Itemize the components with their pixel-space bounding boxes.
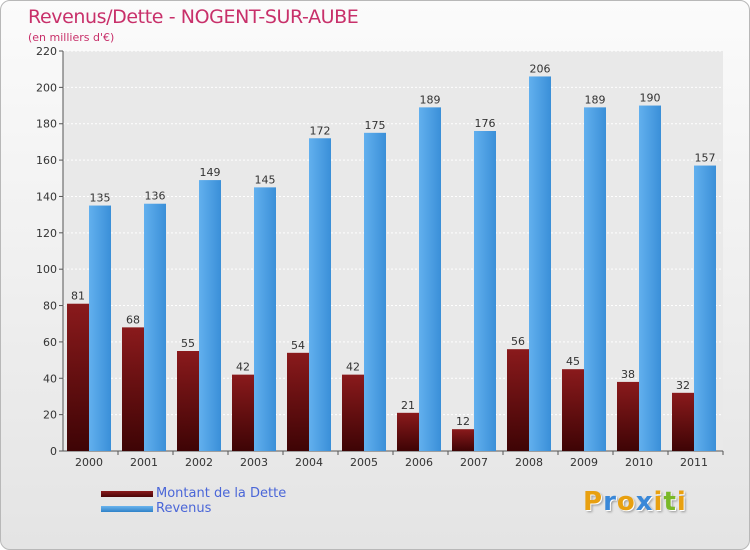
- bar-revenus-2007: [474, 131, 496, 451]
- data-label-debt-2003: 42: [236, 361, 250, 374]
- data-label-revenus-2004: 172: [310, 124, 331, 137]
- bar-revenus-2006: [419, 107, 441, 451]
- y-tick-label: 60: [43, 336, 57, 349]
- data-label-revenus-2008: 206: [530, 62, 551, 75]
- data-label-revenus-2010: 190: [640, 92, 661, 105]
- data-label-debt-2007: 12: [456, 415, 470, 428]
- x-tick-label-2005: 2005: [350, 456, 378, 469]
- y-tick-label: 80: [43, 300, 57, 313]
- plot-area: [63, 51, 723, 451]
- y-tick-label: 140: [36, 190, 57, 203]
- data-label-revenus-2011: 157: [695, 152, 716, 165]
- logo-letter: i: [676, 487, 687, 517]
- bar-debt-2000: [67, 303, 89, 451]
- logo-letter: t: [663, 487, 677, 517]
- y-tick-label: 180: [36, 118, 57, 131]
- y-tick-label: 0: [50, 445, 57, 458]
- data-label-debt-2001: 68: [126, 313, 140, 326]
- x-tick-label-2001: 2001: [130, 456, 158, 469]
- bar-revenus-2002: [199, 180, 221, 451]
- data-label-revenus-2003: 145: [255, 173, 276, 186]
- logo-letter: o: [616, 487, 636, 517]
- x-tick-label-2011: 2011: [680, 456, 708, 469]
- bar-debt-2006: [397, 412, 419, 451]
- y-tick-label: 220: [36, 45, 57, 58]
- x-tick-label-2000: 2000: [75, 456, 103, 469]
- data-label-debt-2000: 81: [71, 290, 85, 303]
- data-label-debt-2006: 21: [401, 399, 415, 412]
- x-tick-label-2006: 2006: [405, 456, 433, 469]
- proxiti-logo: Proxiti: [583, 487, 687, 517]
- data-label-revenus-2001: 136: [145, 190, 166, 203]
- bar-revenus-2004: [309, 138, 331, 452]
- data-label-debt-2005: 42: [346, 361, 360, 374]
- bar-debt-2002: [177, 351, 199, 451]
- y-tick-label: 100: [36, 263, 57, 276]
- bar-revenus-2010: [639, 105, 661, 451]
- data-label-revenus-2006: 189: [420, 93, 441, 106]
- logo-letter: i: [653, 487, 664, 517]
- bar-debt-2009: [562, 369, 584, 451]
- legend-swatch-revenus: [101, 506, 153, 512]
- data-label-revenus-2000: 135: [90, 192, 111, 205]
- data-label-debt-2004: 54: [291, 339, 305, 352]
- x-tick-label-2009: 2009: [570, 456, 598, 469]
- bar-revenus-2005: [364, 132, 386, 451]
- bar-revenus-2000: [89, 205, 111, 451]
- bar-debt-2011: [672, 392, 694, 451]
- y-tick-label: 120: [36, 227, 57, 240]
- bar-debt-2008: [507, 349, 529, 451]
- bar-revenus-2001: [144, 203, 166, 451]
- y-tick-label: 200: [36, 81, 57, 94]
- data-label-debt-2008: 56: [511, 335, 525, 348]
- legend-label-dette: Montant de la Dette: [156, 486, 287, 501]
- bar-debt-2003: [232, 374, 254, 451]
- chart-subtitle: (en milliers d'€): [28, 31, 115, 44]
- y-tick-label: 20: [43, 409, 57, 422]
- data-label-revenus-2007: 176: [475, 117, 496, 130]
- bar-debt-2004: [287, 352, 309, 451]
- logo-letter: r: [603, 487, 617, 517]
- logo-letter: x: [635, 487, 654, 517]
- x-tick-label-2003: 2003: [240, 456, 268, 469]
- data-label-debt-2010: 38: [621, 368, 635, 381]
- y-tick-label: 160: [36, 154, 57, 167]
- data-label-revenus-2002: 149: [200, 166, 221, 179]
- bar-revenus-2008: [529, 76, 551, 452]
- x-tick-label-2002: 2002: [185, 456, 213, 469]
- bar-revenus-2011: [694, 165, 716, 451]
- data-label-debt-2002: 55: [181, 337, 195, 350]
- legend-swatch-dette: [101, 491, 153, 497]
- x-tick-label-2008: 2008: [515, 456, 543, 469]
- x-tick-label-2010: 2010: [625, 456, 653, 469]
- data-label-revenus-2009: 189: [585, 93, 606, 106]
- data-label-revenus-2005: 175: [365, 119, 386, 132]
- bar-debt-2010: [617, 381, 639, 451]
- chart-title: Revenus/Dette - NOGENT-SUR-AUBE: [28, 6, 359, 28]
- bar-revenus-2003: [254, 187, 276, 451]
- bar-debt-2005: [342, 374, 364, 451]
- data-label-debt-2009: 45: [566, 355, 580, 368]
- legend-label-revenus: Revenus: [156, 501, 212, 516]
- x-tick-label-2007: 2007: [460, 456, 488, 469]
- bar-revenus-2009: [584, 107, 606, 451]
- x-tick-label-2004: 2004: [295, 456, 323, 469]
- y-tick-label: 40: [43, 372, 57, 385]
- bar-debt-2001: [122, 327, 144, 451]
- bar-debt-2007: [452, 429, 474, 451]
- data-label-debt-2011: 32: [676, 379, 690, 392]
- logo-letter: P: [583, 487, 604, 517]
